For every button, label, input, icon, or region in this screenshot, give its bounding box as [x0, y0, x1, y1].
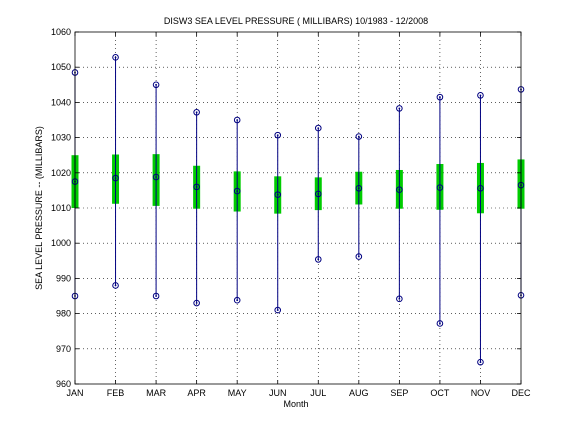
x-tick-label-nov: NOV: [471, 388, 491, 398]
min-marker-dot: [479, 361, 482, 364]
max-marker-dot: [439, 96, 441, 99]
y-tick-label: 980: [56, 309, 71, 319]
y-axis-label: SEA LEVEL PRESSURE -- (MILLIBARS): [34, 126, 44, 290]
max-marker-oct: [436, 93, 444, 101]
y-tick-label: 1040: [51, 97, 71, 107]
max-marker-dot: [276, 134, 279, 137]
min-marker-dot: [236, 299, 239, 302]
y-tick-label: 1000: [51, 238, 71, 248]
plot-layer: [71, 54, 525, 366]
min-marker-may: [233, 296, 241, 304]
mean-marker-feb: [112, 174, 119, 182]
max-marker-aug: [355, 133, 363, 140]
min-marker-feb: [112, 282, 119, 289]
x-tick-label-may: MAY: [228, 388, 247, 398]
mean-marker-dot: [357, 187, 360, 190]
min-marker-dot: [276, 309, 279, 311]
x-tick-label-mar: MAR: [146, 388, 167, 398]
max-marker-dot: [317, 127, 320, 129]
mean-marker-apr: [193, 183, 200, 191]
min-marker-dot: [398, 297, 401, 300]
grid-layer: [75, 32, 521, 384]
mean-marker-jul: [314, 190, 322, 198]
x-tick-label-dec: DEC: [511, 388, 531, 398]
min-marker-dot: [114, 284, 117, 287]
min-marker-jul: [314, 256, 322, 263]
mean-marker-dot: [479, 187, 482, 190]
x-tick-label-oct: OCT: [430, 388, 450, 398]
mean-marker-oct: [436, 184, 444, 191]
min-marker-aug: [355, 253, 363, 260]
mean-marker-dot: [114, 177, 117, 179]
max-marker-dot: [195, 111, 198, 114]
max-marker-sep: [396, 105, 403, 112]
max-marker-mar: [152, 81, 160, 89]
max-marker-feb: [112, 54, 119, 61]
mean-marker-dot: [317, 193, 320, 195]
y-tick-label: 990: [56, 273, 71, 283]
x-tick-label-sep: SEP: [390, 388, 408, 398]
max-marker-dot: [155, 83, 157, 86]
mean-marker-sep: [396, 186, 403, 193]
max-marker-jun: [274, 131, 282, 139]
x-tick-label-jul: JUL: [310, 388, 326, 398]
max-marker-may: [233, 116, 241, 124]
max-marker-dot: [114, 56, 117, 59]
x-tick-label-feb: FEB: [107, 388, 125, 398]
axis-layer: 960 970 980 990 1000 1010 1020 1030 1040 1050 1060…: [51, 27, 531, 398]
min-marker-dot: [357, 255, 360, 258]
y-tick-label: 1050: [51, 62, 71, 72]
min-marker-dot: [195, 302, 198, 304]
max-marker-nov: [477, 92, 484, 99]
min-marker-dot: [317, 258, 320, 261]
x-tick-label-jan: JAN: [66, 388, 83, 398]
y-tick-label: 1030: [51, 133, 71, 143]
mean-marker-may: [233, 187, 241, 195]
y-tick-label: 970: [56, 344, 71, 354]
chart-title: DISW3 SEA LEVEL PRESSURE ( MILLIBARS) 10…: [164, 16, 428, 26]
min-marker-sep: [396, 295, 403, 303]
y-tick-label: 1020: [51, 168, 71, 178]
min-marker-nov: [477, 358, 484, 366]
max-marker-jul: [314, 124, 322, 132]
mean-marker-dot: [276, 193, 279, 196]
min-marker-dot: [439, 322, 441, 325]
max-marker-dot: [398, 107, 401, 110]
mean-marker-dot: [439, 186, 441, 189]
max-marker-dot: [357, 135, 360, 138]
max-marker-dot: [479, 94, 482, 97]
y-tick-label: 1010: [51, 203, 71, 213]
x-axis-label: Month: [283, 399, 308, 409]
min-marker-apr: [193, 299, 200, 307]
mean-marker-aug: [355, 184, 363, 192]
max-marker-dot: [236, 119, 239, 121]
mean-marker-jun: [274, 191, 282, 198]
mean-marker-dot: [398, 188, 401, 191]
min-marker-dot: [155, 295, 157, 297]
mean-marker-dot: [236, 190, 239, 193]
mean-marker-mar: [152, 173, 160, 181]
x-tick-label-jun: JUN: [269, 388, 287, 398]
min-marker-mar: [152, 292, 160, 300]
x-tick-label-aug: AUG: [349, 388, 369, 398]
max-marker-apr: [193, 108, 200, 116]
y-tick-label: 960: [56, 379, 71, 389]
mean-marker-dot: [155, 176, 157, 178]
min-marker-oct: [436, 320, 444, 327]
y-tick-label: 1060: [51, 27, 71, 37]
x-tick-label-apr: APR: [187, 388, 206, 398]
mean-marker-dot: [195, 185, 198, 188]
plot-frame: [74, 31, 522, 385]
min-marker-jun: [274, 306, 282, 314]
mean-marker-nov: [477, 184, 484, 192]
